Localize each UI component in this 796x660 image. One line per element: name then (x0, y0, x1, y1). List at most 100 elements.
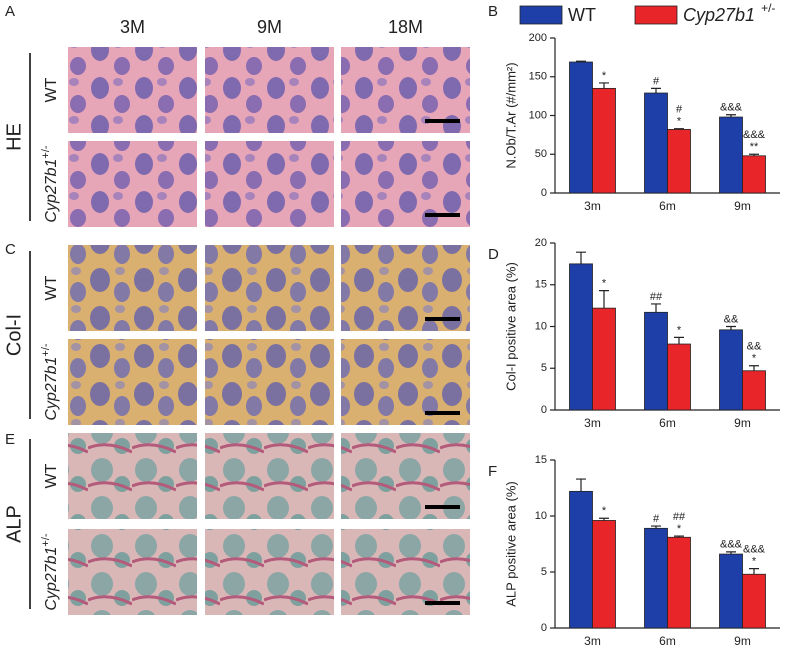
histology-image (68, 47, 197, 133)
significance-mark: * (602, 278, 607, 290)
panel-letter: F (488, 463, 497, 480)
genotype-name: Cyp27b1 (43, 159, 60, 223)
bar (719, 116, 743, 194)
error-bar (674, 535, 684, 538)
histology-image (68, 433, 197, 519)
error-bar (599, 517, 609, 521)
significance-mark: &&& (743, 129, 766, 141)
y-tick-label: 20 (535, 237, 547, 249)
histology-image (68, 245, 197, 331)
significance-mark: * (752, 353, 757, 365)
stain-label: ALP (3, 505, 25, 543)
histology-image (68, 529, 197, 615)
bar (719, 329, 743, 411)
genotype-superscript: +/- (40, 343, 52, 356)
bar (569, 490, 593, 629)
error-bar (749, 365, 759, 371)
x-tick-label: 6m (659, 416, 676, 430)
y-axis-label: Col-I positive area (%) (503, 262, 518, 391)
histology-image (205, 245, 334, 331)
genotype-name: WT (43, 275, 60, 300)
histology-image (205, 47, 334, 133)
genotype-label: Cyp27b1+/- (40, 145, 60, 223)
significance-mark: && (747, 341, 762, 353)
significance-mark: && (724, 313, 739, 325)
y-tick-label: 10 (535, 320, 547, 332)
x-tick-label: 3m (584, 634, 601, 648)
error-bar (726, 114, 736, 118)
legend-name: WT (568, 5, 596, 25)
significance-mark: * (677, 324, 682, 336)
genotype-label: Cyp27b1+/- (40, 343, 60, 421)
histology-image (341, 245, 470, 331)
y-tick-label: 150 (529, 71, 547, 83)
error-bar (674, 128, 684, 130)
bar (742, 573, 766, 629)
histology-image (205, 141, 334, 227)
significance-mark: * (677, 116, 682, 128)
bar (742, 370, 766, 411)
panel-letter: D (488, 246, 499, 263)
legend-swatch (634, 5, 678, 25)
bar (592, 520, 616, 629)
genotype-label: WT (43, 77, 60, 102)
genotype-name: WT (43, 77, 60, 102)
x-tick-label: 9m (734, 416, 751, 430)
bar (742, 155, 766, 194)
error-bar (651, 87, 661, 94)
x-tick-label: 3m (584, 416, 601, 430)
error-bar (651, 303, 661, 313)
y-axis-label: ALP positive area (%) (503, 481, 518, 607)
panel-letter: C (5, 241, 16, 258)
significance-mark: ## (673, 511, 686, 523)
genotype-name: WT (43, 463, 60, 488)
error-bar (726, 325, 736, 330)
bar (644, 527, 668, 629)
legend-swatch (519, 5, 563, 25)
significance-mark: ** (750, 141, 759, 153)
histology-image (341, 339, 470, 425)
genotype-name: Cyp27b1 (43, 547, 60, 611)
y-tick-label: 0 (541, 187, 547, 199)
bar (719, 553, 743, 629)
x-tick-label: 3m (584, 199, 601, 213)
y-tick-label: 50 (535, 148, 547, 160)
panel-letter: E (5, 431, 15, 448)
error-bar (599, 289, 609, 309)
y-tick-label: 5 (541, 362, 547, 374)
error-bar (576, 60, 586, 63)
bar (569, 61, 593, 194)
histology-image (68, 141, 197, 227)
bar (592, 87, 616, 194)
column-header: 9M (257, 17, 282, 37)
y-tick-label: 10 (535, 510, 547, 522)
x-tick-label: 6m (659, 634, 676, 648)
error-bar (651, 525, 661, 529)
column-header: 3M (120, 17, 145, 37)
bar (644, 92, 668, 194)
significance-mark: * (602, 70, 607, 82)
genotype-superscript: +/- (40, 145, 52, 158)
stain-label: HE (3, 123, 25, 151)
legend-name: Cyp27b1 (683, 5, 755, 25)
y-axis-label: N.Ob/T.Ar (#/mm²) (503, 62, 518, 168)
panel-letter: B (488, 3, 498, 20)
significance-mark: # (653, 75, 660, 87)
bar (569, 263, 593, 411)
histology-image (205, 529, 334, 615)
legend-label: Cyp27b1 +/- (683, 1, 775, 25)
bar (667, 536, 691, 629)
genotype-label: Cyp27b1+/- (40, 533, 60, 611)
error-bar (576, 251, 586, 264)
histology-image (341, 141, 470, 227)
bar (667, 129, 691, 194)
column-header: 18M (388, 17, 423, 37)
significance-mark: * (677, 523, 682, 535)
legend-label: WT (568, 5, 596, 25)
genotype-label: WT (43, 463, 60, 488)
panel-letter: A (5, 3, 15, 20)
histology-image (68, 339, 197, 425)
error-bar (674, 336, 684, 345)
y-tick-label: 5 (541, 566, 547, 578)
